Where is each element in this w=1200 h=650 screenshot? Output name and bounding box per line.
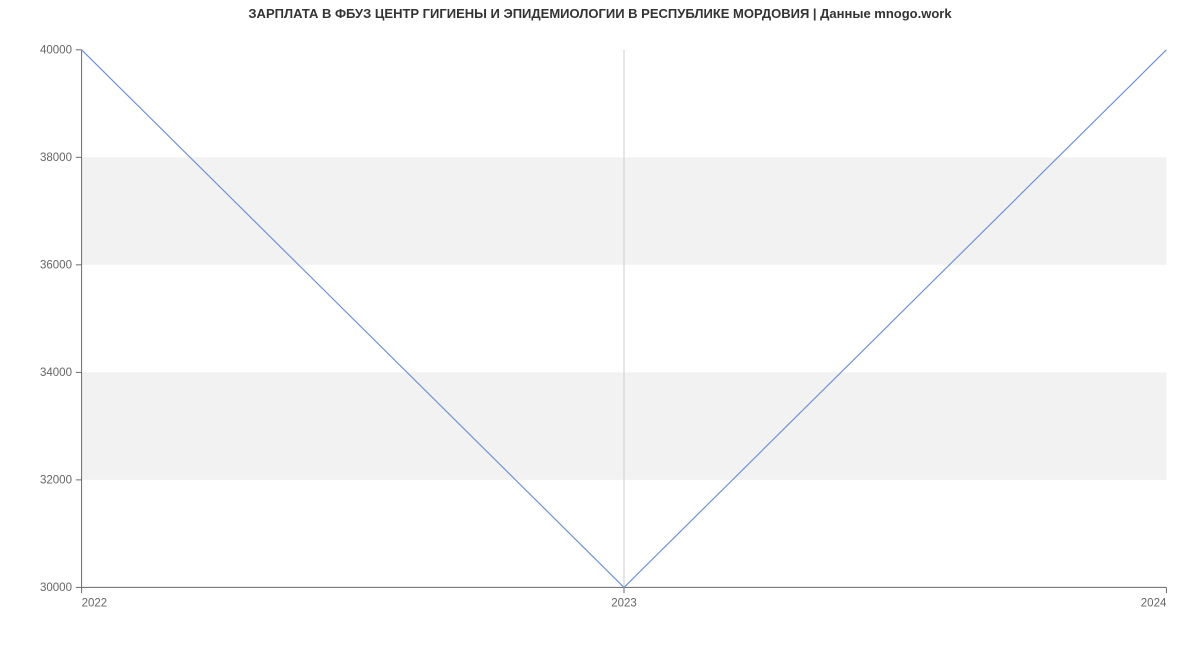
- y-tick-label: 36000: [40, 260, 72, 272]
- y-tick-label: 32000: [40, 475, 72, 487]
- y-tick-label: 38000: [40, 152, 72, 164]
- chart-title: ЗАРПЛАТА В ФБУЗ ЦЕНТР ГИГИЕНЫ И ЭПИДЕМИО…: [0, 0, 1200, 21]
- x-tick-label: 2024: [1141, 598, 1167, 610]
- chart-svg: 30000 32000 34000 36000 38000 40000 2022 2023 20…: [0, 21, 1200, 645]
- y-tick-label: 34000: [40, 367, 72, 379]
- x-tick-label: 2022: [82, 598, 108, 610]
- y-tick-label: 40000: [40, 45, 72, 57]
- salary-line-chart: 30000 32000 34000 36000 38000 40000 2022 2023 20…: [0, 21, 1200, 645]
- y-tick-label: 30000: [40, 582, 72, 594]
- x-tick-label: 2023: [611, 598, 637, 610]
